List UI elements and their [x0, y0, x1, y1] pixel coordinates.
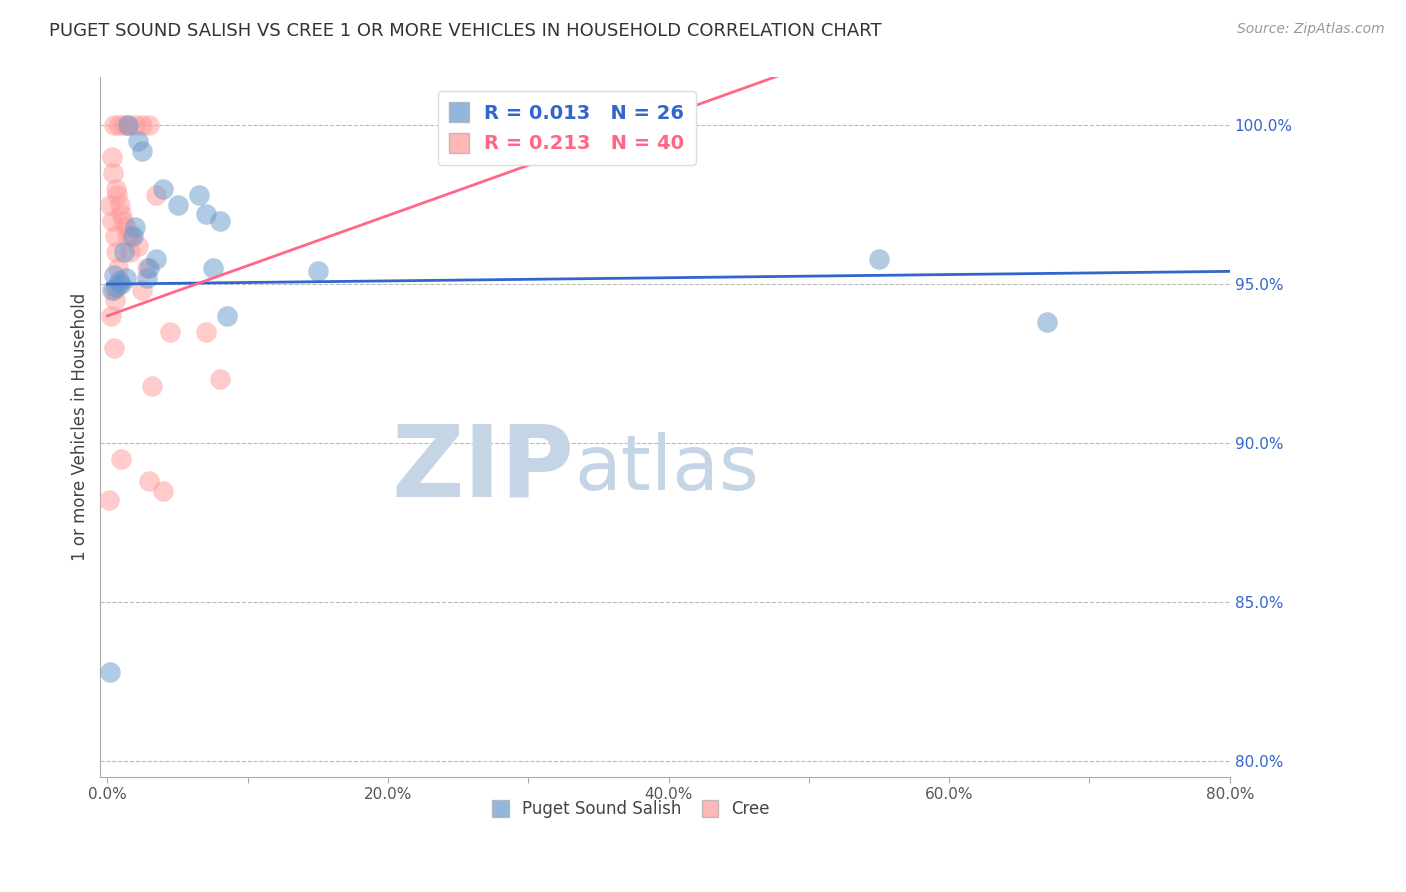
Point [114, 219, 136, 234]
Point [152, 483, 174, 498]
Point [868, 252, 890, 266]
Point [131, 144, 153, 158]
Point [104, 182, 127, 196]
Point [98, 197, 121, 211]
Point [98, 493, 121, 508]
Text: ZIP: ZIP [392, 421, 575, 517]
Point [307, 264, 329, 278]
Point [100, 309, 122, 323]
Text: Source: ZipAtlas.com: Source: ZipAtlas.com [1237, 22, 1385, 37]
Point [152, 182, 174, 196]
Point [159, 325, 181, 339]
Point [100, 284, 122, 298]
Point [103, 118, 125, 132]
Point [104, 293, 127, 307]
Point [100, 150, 122, 164]
Point [103, 341, 125, 355]
Point [201, 261, 224, 276]
Point [107, 274, 129, 288]
Point [215, 309, 238, 323]
Point [115, 229, 138, 244]
Legend: Puget Sound Salish, Cree: Puget Sound Salish, Cree [485, 793, 776, 824]
Point [138, 474, 160, 488]
Point [105, 188, 128, 202]
Point [166, 197, 188, 211]
Point [120, 229, 142, 244]
Point [141, 379, 163, 393]
Point [131, 284, 153, 298]
Point [135, 261, 157, 276]
Point [208, 372, 231, 386]
Point [117, 118, 139, 132]
Point [208, 213, 231, 227]
Text: atlas: atlas [575, 432, 759, 506]
Point [112, 118, 135, 132]
Point [127, 239, 149, 253]
Point [104, 229, 127, 244]
Point [110, 277, 132, 291]
Point [145, 188, 167, 202]
Point [145, 252, 167, 266]
Point [108, 197, 131, 211]
Point [107, 118, 129, 132]
Point [110, 207, 132, 221]
Point [111, 213, 134, 227]
Point [127, 134, 149, 148]
Point [138, 118, 160, 132]
Point [98, 665, 121, 679]
Point [105, 245, 128, 260]
Point [103, 268, 125, 282]
Point [138, 261, 160, 276]
Point [131, 118, 153, 132]
Point [114, 270, 136, 285]
Point [118, 245, 141, 260]
Y-axis label: 1 or more Vehicles in Household: 1 or more Vehicles in Household [72, 293, 89, 561]
Point [194, 325, 217, 339]
Point [101, 213, 124, 227]
Point [194, 207, 217, 221]
Point [1036, 315, 1059, 329]
Point [107, 261, 129, 276]
Point [117, 118, 139, 132]
Point [187, 188, 209, 202]
Point [108, 277, 131, 291]
Point [121, 229, 143, 244]
Point [110, 452, 132, 467]
Point [124, 219, 146, 234]
Point [112, 245, 135, 260]
Point [135, 270, 157, 285]
Text: PUGET SOUND SALISH VS CREE 1 OR MORE VEHICLES IN HOUSEHOLD CORRELATION CHART: PUGET SOUND SALISH VS CREE 1 OR MORE VEH… [49, 22, 882, 40]
Point [124, 118, 146, 132]
Point [103, 284, 125, 298]
Point [104, 280, 127, 294]
Point [101, 166, 124, 180]
